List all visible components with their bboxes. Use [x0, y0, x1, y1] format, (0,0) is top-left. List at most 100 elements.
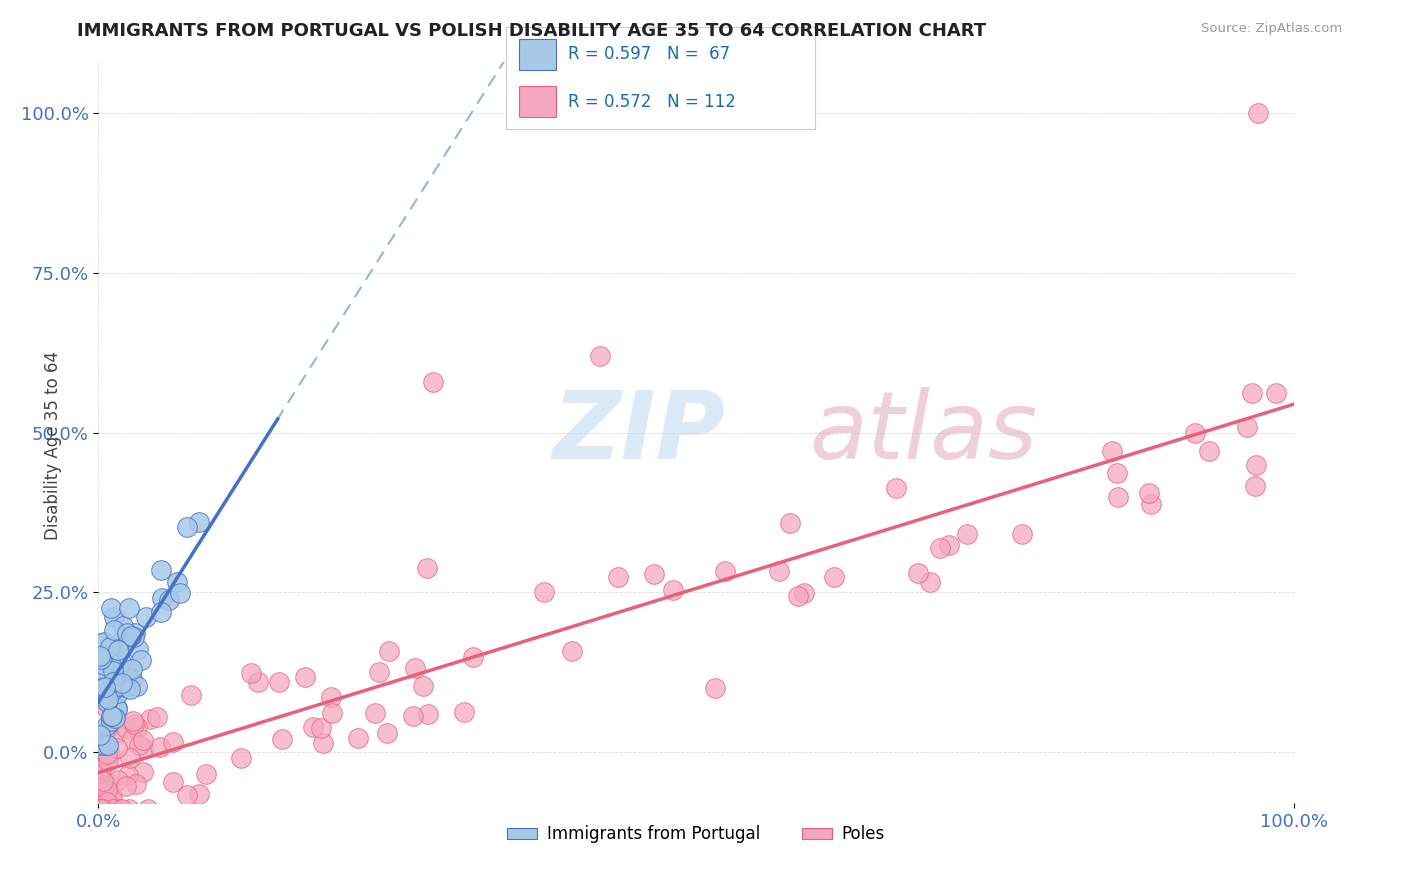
Point — [120, 629, 142, 643]
Point — [229, 751, 252, 765]
Point — [108, 802, 131, 816]
Point — [162, 775, 184, 789]
Point — [105, 740, 128, 755]
Point — [779, 516, 801, 531]
Point — [127, 641, 149, 656]
Point — [375, 726, 398, 740]
Point — [100, 789, 122, 803]
Point — [1198, 444, 1220, 458]
Point — [89, 728, 111, 742]
Point — [412, 679, 434, 693]
Point — [117, 669, 139, 683]
Point — [713, 564, 735, 578]
Point — [89, 648, 111, 663]
Point — [311, 736, 333, 750]
Point — [115, 779, 138, 793]
Point — [378, 644, 401, 658]
Point — [149, 740, 172, 755]
Point — [103, 624, 125, 638]
Point — [111, 618, 134, 632]
Point — [107, 643, 129, 657]
Point — [100, 714, 122, 728]
Point — [176, 520, 198, 534]
Point — [247, 675, 270, 690]
Point — [1265, 386, 1288, 401]
Point — [180, 688, 202, 702]
Point — [117, 601, 139, 615]
Point — [120, 751, 142, 765]
Point — [115, 722, 138, 736]
Point — [453, 705, 475, 719]
Point — [117, 768, 139, 782]
Point — [89, 681, 111, 695]
Point — [101, 802, 124, 816]
Point — [103, 676, 125, 690]
Point — [1011, 526, 1033, 541]
Point — [194, 766, 217, 780]
Legend: Immigrants from Portugal, Poles: Immigrants from Portugal, Poles — [501, 819, 891, 850]
Point — [661, 582, 683, 597]
Point — [96, 695, 118, 709]
Point — [135, 610, 157, 624]
Point — [98, 656, 121, 670]
Point — [240, 666, 263, 681]
Point — [107, 773, 129, 788]
Point — [93, 658, 115, 673]
Point — [94, 777, 117, 791]
Point — [100, 640, 122, 655]
Point — [103, 679, 125, 693]
Point — [101, 683, 124, 698]
Text: atlas: atlas — [810, 387, 1038, 478]
Point — [93, 739, 115, 753]
Point — [132, 741, 155, 756]
Point — [90, 761, 112, 775]
Point — [107, 686, 129, 700]
Point — [94, 680, 117, 694]
Point — [302, 720, 325, 734]
Point — [105, 701, 128, 715]
Point — [793, 586, 815, 600]
Bar — [519, 87, 555, 117]
Text: Disability Age 35 to 64: Disability Age 35 to 64 — [45, 351, 62, 541]
Point — [124, 626, 146, 640]
Point — [90, 651, 112, 665]
Point — [97, 739, 120, 753]
Point — [107, 668, 129, 682]
Point — [121, 731, 143, 746]
Point — [319, 690, 342, 704]
Point — [98, 801, 121, 815]
Point — [105, 702, 128, 716]
Point — [100, 789, 122, 804]
Point — [96, 796, 118, 810]
Point — [96, 717, 118, 731]
Point — [89, 781, 111, 796]
Text: ZIP: ZIP — [553, 386, 725, 479]
Point — [132, 764, 155, 779]
Point — [89, 743, 111, 757]
Point — [1244, 478, 1267, 492]
Point — [589, 349, 612, 363]
Point — [122, 714, 145, 728]
Point — [920, 574, 942, 589]
Point — [118, 681, 141, 696]
Point — [105, 726, 128, 740]
Point — [131, 732, 153, 747]
Point — [111, 675, 134, 690]
Point — [115, 626, 138, 640]
Point — [1107, 490, 1129, 504]
Point — [105, 680, 128, 694]
Point — [89, 635, 111, 649]
Point — [294, 670, 316, 684]
Point — [101, 675, 124, 690]
Point — [309, 722, 332, 736]
Point — [104, 656, 127, 670]
Text: IMMIGRANTS FROM PORTUGAL VS POLISH DISABILITY AGE 35 TO 64 CORRELATION CHART: IMMIGRANTS FROM PORTUGAL VS POLISH DISAB… — [77, 22, 987, 40]
Point — [89, 671, 111, 685]
Point — [321, 706, 343, 720]
Point — [121, 672, 143, 686]
Point — [1236, 419, 1258, 434]
Point — [93, 635, 115, 649]
Point — [1101, 444, 1123, 458]
Point — [422, 375, 444, 389]
Point — [101, 681, 124, 696]
